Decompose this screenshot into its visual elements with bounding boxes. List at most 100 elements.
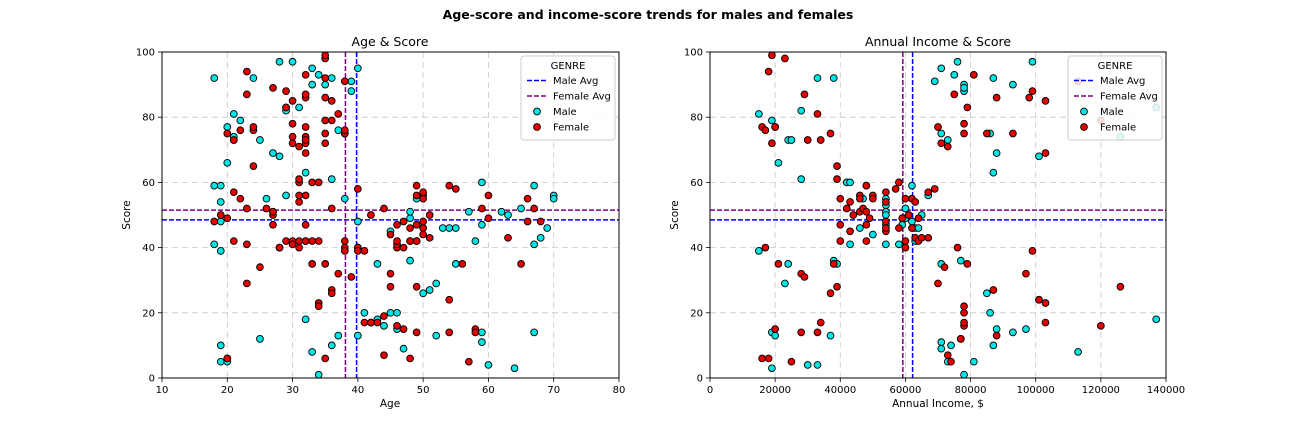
data-point: [803, 361, 812, 369]
data-point: [301, 237, 310, 245]
data-point: [924, 233, 933, 242]
data-point: [406, 256, 414, 265]
data-point: [256, 335, 264, 343]
data-point: [393, 220, 401, 229]
data-point: [210, 181, 219, 190]
data-point: [891, 185, 900, 193]
data-point: [399, 243, 408, 252]
data-point: [882, 240, 890, 249]
data-point: [781, 279, 789, 288]
data-point: [386, 269, 395, 278]
data-point: [373, 318, 382, 327]
data-point: [321, 354, 330, 363]
data-point: [1009, 328, 1017, 337]
y-tick-label: 100: [684, 48, 703, 59]
data-point: [445, 224, 454, 232]
legend-entry: Female Avg: [553, 92, 611, 103]
data-point: [862, 181, 871, 190]
data-point: [288, 240, 297, 249]
data-point: [937, 338, 946, 346]
data-point: [412, 191, 421, 200]
data-point: [908, 224, 916, 232]
data-point: [432, 331, 441, 340]
chart-title: Annual Income & Score: [865, 34, 1011, 49]
data-point: [451, 185, 460, 193]
data-point: [989, 341, 998, 350]
data-point: [380, 321, 388, 330]
data-point: [869, 230, 877, 239]
data-point: [327, 175, 336, 183]
data-point: [419, 194, 427, 203]
data-point: [924, 188, 933, 197]
data-point: [419, 230, 427, 239]
data-point: [269, 220, 277, 229]
data-point: [992, 331, 1001, 340]
figure-title: Age-score and income-score trends for ma…: [443, 7, 854, 22]
data-point: [360, 308, 369, 317]
data-point: [755, 110, 763, 118]
data-point: [301, 168, 310, 177]
data-point: [301, 149, 310, 157]
data-point: [914, 224, 923, 232]
legend-marker: [1080, 123, 1088, 131]
data-point: [288, 132, 297, 141]
x-tick-label: 20000: [759, 385, 791, 396]
data-point: [862, 220, 871, 229]
data-point: [334, 331, 343, 340]
data-point: [934, 123, 942, 131]
data-point: [445, 295, 454, 304]
data-point: [901, 194, 910, 203]
data-point: [510, 364, 519, 373]
data-point: [983, 289, 991, 298]
data-point: [1152, 315, 1161, 324]
data-point: [236, 126, 245, 135]
plot-frame: [161, 51, 620, 379]
legend-entry: Female: [553, 123, 589, 134]
data-point: [393, 321, 401, 330]
data-point: [412, 220, 421, 229]
data-point: [937, 344, 946, 353]
y-tick-label: 80: [142, 113, 155, 124]
data-point: [797, 106, 806, 115]
chart-age-score: Age & Score Age Score 10 20 30 40 50 60 70 80 0 2…: [121, 34, 625, 410]
data-point: [406, 214, 414, 223]
data-point: [523, 194, 532, 203]
data-point: [216, 181, 225, 190]
data-point: [992, 93, 1001, 102]
data-point: [953, 57, 962, 66]
data-point: [295, 103, 303, 112]
data-point: [288, 97, 297, 105]
data-point: [321, 139, 330, 148]
data-point: [471, 237, 480, 245]
data-point: [321, 80, 330, 89]
data-point: [774, 260, 783, 268]
data-point: [914, 214, 923, 223]
data-point: [269, 84, 277, 92]
y-tick-label: 20: [690, 308, 703, 319]
legend-entry: Male: [553, 107, 577, 118]
data-point: [314, 370, 323, 379]
data-point: [373, 260, 382, 268]
data-point: [960, 308, 968, 317]
x-axis-label: Age: [380, 398, 400, 410]
data-point: [768, 364, 776, 373]
data-point: [1028, 57, 1037, 66]
data-point: [471, 328, 480, 337]
data-point: [833, 162, 841, 170]
series-female: [210, 51, 545, 366]
data-point: [1041, 97, 1050, 105]
data-point: [849, 211, 858, 219]
x-tick-label: 50: [417, 385, 430, 396]
data-point: [425, 286, 434, 294]
data-point: [399, 217, 408, 226]
data-point: [800, 273, 809, 281]
data-point: [846, 240, 854, 249]
data-point: [308, 80, 317, 89]
data-point: [523, 217, 532, 226]
data-point: [953, 243, 962, 252]
data-point: [445, 181, 454, 190]
data-point: [989, 74, 998, 82]
data-point: [380, 204, 388, 213]
data-point: [908, 181, 916, 190]
